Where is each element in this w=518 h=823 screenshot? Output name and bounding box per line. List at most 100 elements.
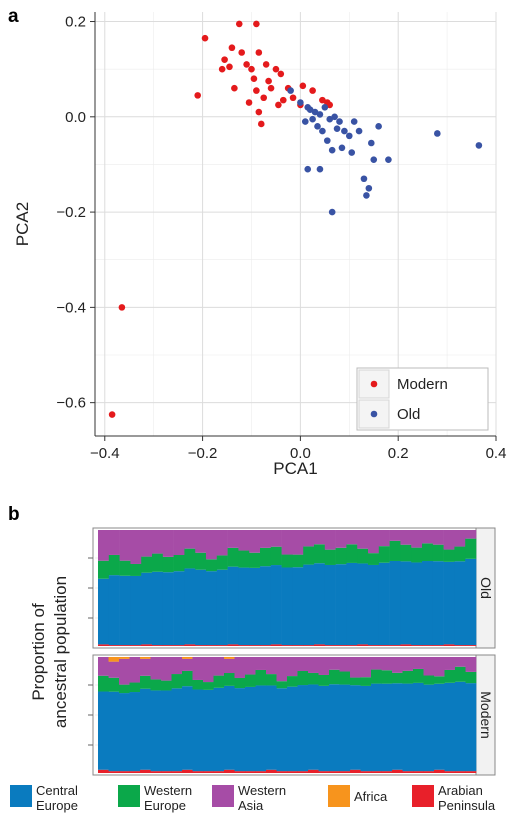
bar-segment-arabian-peninsula <box>203 771 214 773</box>
legend-label-arabian-peninsula: Peninsula <box>438 798 496 813</box>
bar-segment-central-europe <box>119 575 131 646</box>
bar-segment-western-europe <box>287 676 298 687</box>
bar-segment-western-europe <box>339 671 351 685</box>
bar-segment-western-asia <box>108 661 120 678</box>
legend-label-western-asia: Western <box>238 783 286 798</box>
bar-segment-western-asia <box>444 657 456 670</box>
bar-segment-africa <box>119 657 130 659</box>
point-old <box>319 127 326 135</box>
bar-segment-western-europe <box>182 670 193 687</box>
bar-segment-western-europe <box>303 546 315 565</box>
point-old <box>309 115 316 123</box>
bar-segment-central-europe <box>276 688 288 772</box>
bar-segment-western-asia <box>206 530 218 560</box>
point-old <box>287 87 294 94</box>
bar-segment-arabian-peninsula <box>422 645 434 646</box>
bar-segment-arabian-peninsula <box>402 771 414 773</box>
bar-segment-central-europe <box>292 567 304 646</box>
bar-segment-western-asia <box>400 530 412 545</box>
point-modern <box>289 94 297 102</box>
bar-segment-western-europe <box>266 674 277 686</box>
bar-segment-arabian-peninsula <box>224 769 235 773</box>
bar-segment-western-asia <box>130 530 142 564</box>
bar-segment-western-europe <box>238 550 250 568</box>
bar-segment-western-asia <box>119 658 130 685</box>
point-old <box>365 184 373 192</box>
bar-segment-central-europe <box>108 691 120 772</box>
bar-segment-central-europe <box>270 565 282 645</box>
point-modern <box>248 65 255 73</box>
bar-segment-arabian-peninsula <box>281 645 293 646</box>
bar-segment-arabian-peninsula <box>378 645 390 646</box>
bar-segment-arabian-peninsula <box>329 771 340 773</box>
bar-segment-central-europe <box>266 685 277 770</box>
bar-segment-arabian-peninsula <box>98 769 109 773</box>
bar-segment-central-europe <box>308 684 319 770</box>
y-tick-label: 0.0 <box>65 109 86 126</box>
bar-segment-arabian-peninsula <box>152 645 164 646</box>
bar-segment-africa <box>224 657 235 659</box>
bar-segment-arabian-peninsula <box>443 644 455 646</box>
bar-segment-western-asia <box>357 530 369 549</box>
bar-segment-western-asia <box>308 657 319 673</box>
y-tick-label: −0.4 <box>56 299 86 316</box>
point-modern <box>267 84 275 92</box>
bar-segment-western-asia <box>402 657 414 671</box>
bar-segment-central-europe <box>108 575 120 646</box>
bar-segment-central-europe <box>140 688 151 770</box>
point-old <box>304 165 312 173</box>
point-modern <box>319 96 326 104</box>
point-modern <box>226 63 233 71</box>
point-old <box>311 108 319 116</box>
bar-segment-western-europe <box>329 669 340 685</box>
bar-segment-arabian-peninsula <box>308 769 319 773</box>
bar-segment-western-europe <box>129 682 141 693</box>
bar-segment-western-asia <box>119 530 131 561</box>
bar-segment-western-europe <box>216 555 228 570</box>
point-old <box>355 127 363 135</box>
bar-segment-western-europe <box>465 671 477 684</box>
legend-swatch-western-europe <box>118 785 140 807</box>
point-old <box>475 142 483 149</box>
legend-swatch-africa <box>328 785 350 807</box>
bar-segment-western-europe <box>318 674 330 686</box>
bar-segment-central-europe <box>98 578 110 645</box>
bar-segment-western-europe <box>227 547 239 567</box>
point-old <box>348 149 356 156</box>
bar-segment-western-europe <box>454 546 466 562</box>
bar-segment-western-asia <box>303 530 315 547</box>
bar-segment-western-europe <box>381 670 393 684</box>
bar-segment-central-europe <box>402 683 414 772</box>
bar-segment-western-europe <box>141 556 153 573</box>
bar-segment-western-asia <box>389 530 401 541</box>
point-old <box>385 156 392 163</box>
point-modern <box>245 99 253 106</box>
bar-segment-arabian-peninsula <box>245 771 256 773</box>
bar-segment-arabian-peninsula <box>108 771 120 773</box>
bar-segment-arabian-peninsula <box>381 771 393 773</box>
bar-segment-arabian-peninsula <box>465 645 477 646</box>
bar-segment-western-asia <box>150 657 162 680</box>
legend-marker-modern <box>370 380 378 388</box>
bar-segment-arabian-peninsula <box>314 644 326 646</box>
bar-segment-central-europe <box>98 691 109 770</box>
bar-segment-central-europe <box>141 572 153 645</box>
point-old <box>314 123 321 130</box>
bar-segment-western-asia <box>227 530 239 548</box>
bar-segment-arabian-peninsula <box>129 771 141 773</box>
bar-segment-western-europe <box>432 544 444 562</box>
bar-segment-western-europe <box>108 677 120 692</box>
point-old <box>363 192 370 199</box>
bar-segment-western-europe <box>260 547 272 567</box>
bar-segment-central-europe <box>314 563 326 645</box>
bar-segment-arabian-peninsula <box>465 771 477 773</box>
bar-segment-central-europe <box>346 562 358 646</box>
bar-segment-western-europe <box>270 546 282 566</box>
bar-segment-central-europe <box>216 569 228 646</box>
bar-segment-western-europe <box>350 677 361 686</box>
bar-segment-western-asia <box>335 530 347 548</box>
bar-segment-western-asia <box>152 530 164 554</box>
point-old <box>301 118 309 125</box>
bar-segment-central-europe <box>381 683 393 772</box>
bar-segment-western-asia <box>238 530 250 551</box>
